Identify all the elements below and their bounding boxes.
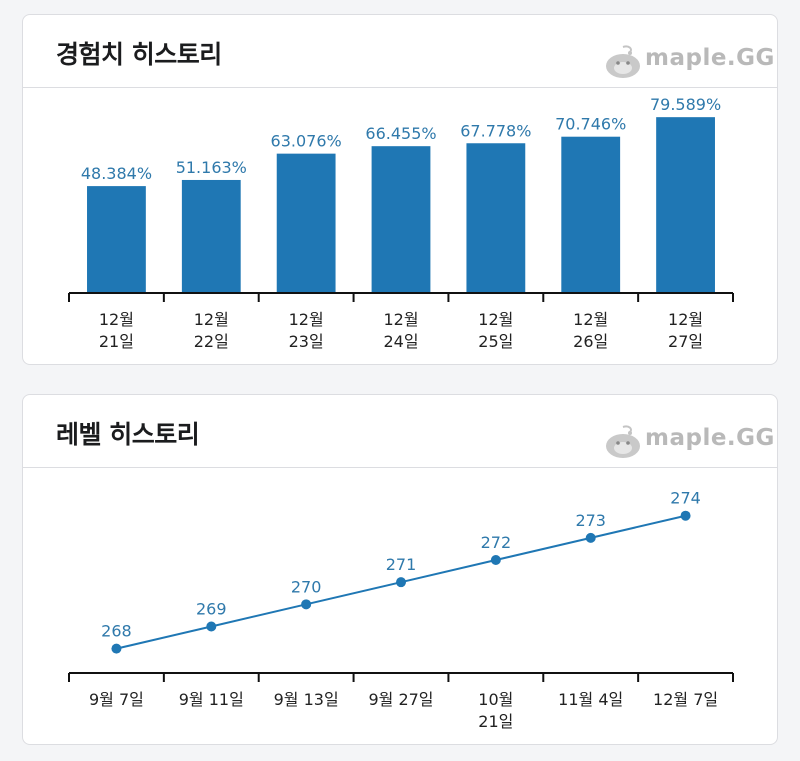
card-title: 경험치 히스토리: [56, 40, 222, 69]
x-tick-label: 21일: [478, 712, 513, 731]
x-tick-label: 12월 7일: [653, 690, 718, 709]
bar-value-label: 51.163%: [176, 158, 247, 177]
bar-value-label: 67.778%: [460, 121, 531, 140]
point-value-label: 273: [575, 511, 606, 530]
data-point: [490, 555, 501, 566]
data-point: [111, 643, 122, 654]
x-tick-label: 12월: [194, 310, 229, 329]
brand-text: maple.GG: [645, 45, 775, 71]
bar: [371, 146, 431, 293]
data-point: [396, 577, 406, 588]
point-value-label: 272: [481, 533, 512, 552]
x-tick-label: 12월: [289, 310, 324, 329]
data-point: [206, 621, 217, 632]
x-tick-label: 22일: [194, 332, 229, 351]
bar: [87, 186, 146, 293]
bar-value-label: 79.589%: [650, 95, 721, 114]
x-tick-label: 25일: [478, 332, 513, 351]
x-tick-label: 9월 7일: [89, 690, 144, 709]
experience-history-card: 경험치 히스토리 maple.GG 48.384% 51.163% 63.076% 6…: [22, 14, 778, 365]
bar-value-label: 48.384%: [81, 164, 152, 183]
x-tick-label: 21일: [99, 332, 134, 351]
level-line-chart: 268 269 270 271 272 273 274 9월 7일 9월 11일 9월 13일 9월…: [68, 489, 734, 731]
card-title: 레벨 히스토리: [56, 420, 200, 449]
data-point: [301, 599, 312, 610]
slime-icon: [606, 45, 640, 78]
bar: [181, 179, 241, 293]
point-value-label: 269: [196, 599, 227, 618]
experience-bar-chart: 48.384% 51.163% 63.076% 66.455% 67.778% 70.74…: [68, 95, 734, 351]
brand-logo: maple.GG: [603, 43, 774, 79]
level-history-card: 레벨 히스토리 maple.GG 268 269 270 271 272 273 274 9월…: [22, 394, 778, 745]
bar: [276, 153, 336, 293]
card-header: 경험치 히스토리 maple.GG: [23, 15, 777, 88]
x-tick-label: 9월 13일: [274, 690, 339, 709]
brand-logo: maple.GG: [603, 423, 774, 459]
x-tick-label: 24일: [383, 332, 418, 351]
x-tick-label: 9월 11일: [179, 690, 244, 709]
point-value-label: 268: [101, 622, 132, 641]
point-value-label: 270: [291, 577, 322, 596]
data-point: [585, 532, 596, 543]
bar-value-label: 66.455%: [365, 124, 436, 143]
x-tick-label: 12월: [478, 310, 513, 329]
x-tick-label: 12월: [383, 310, 418, 329]
x-tick-label: 23일: [289, 332, 324, 351]
x-tick-label: 9월 27일: [368, 690, 433, 709]
x-tick-label: 10월: [478, 690, 513, 709]
bar-value-label: 63.076%: [271, 132, 342, 151]
bar-value-label: 70.746%: [555, 115, 626, 134]
bar: [561, 136, 621, 293]
brand-text: maple.GG: [645, 425, 775, 451]
bar: [466, 143, 526, 293]
x-tick-label: 27일: [668, 332, 703, 351]
x-tick-label: 12월: [99, 310, 134, 329]
card-header: 레벨 히스토리 maple.GG: [23, 395, 777, 468]
bar: [656, 117, 715, 293]
x-tick-label: 11월 4일: [558, 690, 623, 709]
x-tick-label: 12월: [573, 310, 608, 329]
data-point: [680, 510, 691, 521]
slime-icon: [606, 425, 640, 458]
point-value-label: 274: [670, 489, 701, 508]
point-value-label: 271: [386, 555, 417, 574]
x-tick-label: 26일: [573, 332, 608, 351]
x-tick-label: 12월: [668, 310, 703, 329]
